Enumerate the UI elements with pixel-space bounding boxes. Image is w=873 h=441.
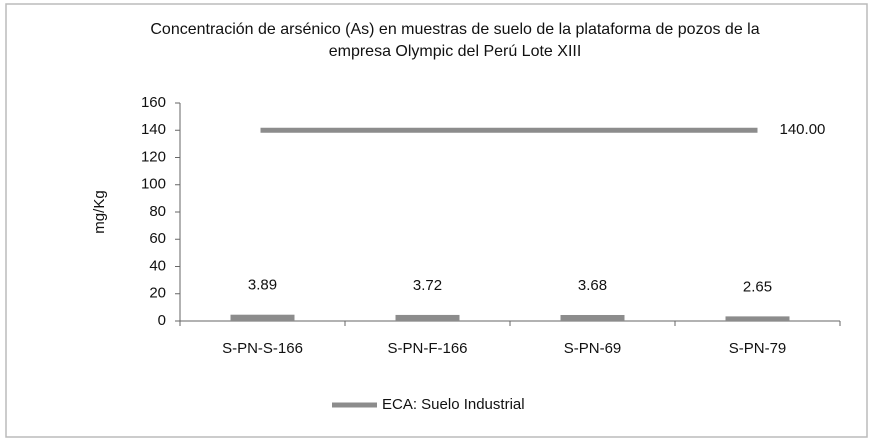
y-tick-label: 100	[141, 176, 166, 193]
y-tick-label: 40	[149, 257, 166, 274]
x-tick-label: S-PN-F-166	[387, 340, 467, 357]
y-tick-label: 120	[141, 148, 166, 165]
y-tick-label: 160	[141, 94, 166, 111]
chart-frame	[5, 3, 868, 438]
y-tick-label: 140	[141, 121, 166, 138]
y-tick-label: 0	[158, 312, 166, 329]
chart-title: empresa Olympic del Perú Lote XIII	[329, 43, 582, 60]
x-tick-label: S-PN-69	[564, 340, 622, 357]
bar	[725, 316, 790, 321]
chart-title: Concentración de arsénico (As) en muestr…	[150, 21, 759, 38]
bar	[395, 314, 460, 321]
data-label: 3.89	[248, 277, 277, 294]
data-label: 3.72	[413, 277, 442, 294]
y-tick-label: 20	[149, 285, 166, 302]
y-tick-label: 60	[149, 230, 166, 247]
bar	[560, 314, 625, 321]
legend-label: ECA: Suelo Industrial	[382, 396, 525, 413]
x-tick-label: S-PN-79	[729, 340, 787, 357]
y-tick-label: 80	[149, 203, 166, 220]
data-label: 3.68	[578, 277, 607, 294]
y-axis-label: mg/Kg	[91, 190, 108, 233]
data-label: 2.65	[743, 278, 772, 295]
bar	[230, 314, 295, 321]
x-tick-label: S-PN-S-166	[222, 340, 303, 357]
data-label: 140.00	[780, 121, 826, 138]
